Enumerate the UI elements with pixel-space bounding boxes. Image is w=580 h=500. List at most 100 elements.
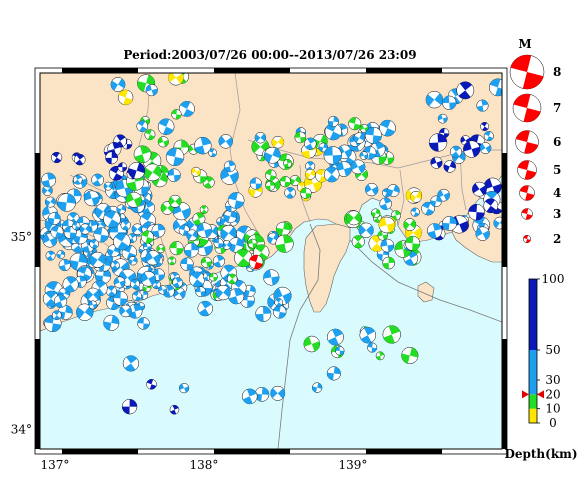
mechanism-beachball: [130, 279, 140, 289]
mechanism-beachball: [83, 190, 100, 207]
mechanism-beachball: [346, 210, 362, 226]
mechanism-beachball: [116, 204, 127, 215]
mechanism-beachball: [146, 379, 157, 390]
mechanism-beachball: [311, 382, 323, 393]
mechanism-beachball: [218, 134, 233, 149]
mechanism-beachball: [450, 145, 462, 158]
mechanism-beachball: [178, 382, 190, 394]
depth-tick-label: 0: [549, 416, 557, 430]
main-event-beachball: [248, 254, 264, 270]
mechanism-beachball: [168, 194, 182, 208]
mechanism-beachball: [323, 146, 342, 165]
mechanism-beachball: [382, 256, 396, 270]
mechanism-beachball: [359, 151, 369, 160]
mechanism-beachball: [110, 77, 126, 92]
mechanism-beachball: [71, 221, 81, 231]
mechanism-beachball: [480, 121, 490, 131]
mechanism-beachball: [103, 181, 113, 191]
mechanism-beachball: [375, 351, 385, 361]
mechanism-beachball: [275, 221, 291, 237]
mechanism-beachball: [74, 153, 86, 166]
mechanism-beachball: [228, 288, 245, 305]
longitude-label: 139°: [339, 458, 368, 472]
depth-band: [529, 408, 537, 423]
magnitude-legend-label: 5: [553, 163, 561, 177]
mechanism-beachball: [255, 305, 272, 322]
frame-band-top: [214, 68, 290, 73]
mechanism-beachball: [186, 229, 199, 242]
mechanism-beachball: [234, 248, 253, 268]
earthquake-mechanisms: [40, 73, 502, 415]
mechanism-beachball: [172, 277, 184, 288]
mechanism-beachball: [140, 230, 154, 244]
mechanism-beachball: [223, 160, 236, 173]
mechanism-beachball: [472, 181, 487, 197]
mechanism-beachball: [50, 225, 64, 239]
mechanism-beachball: [57, 304, 73, 320]
depth-marker-right: [537, 390, 544, 399]
mechanism-beachball: [56, 250, 66, 259]
mechanism-beachball: [223, 209, 237, 224]
frame-band-left: [35, 339, 40, 449]
mechanism-beachball: [73, 175, 83, 185]
mechanism-beachball: [326, 366, 341, 381]
mechanism-beachball: [430, 156, 443, 169]
mechanism-beachball: [143, 163, 162, 182]
mechanism-beachball: [294, 131, 307, 144]
mechanism-beachball: [199, 205, 209, 214]
mechanism-beachball: [113, 232, 131, 251]
depth-scale-outline: [528, 278, 538, 424]
mechanism-beachball: [410, 190, 422, 203]
mechanism-beachball: [380, 238, 395, 253]
mechanism-beachball: [79, 223, 91, 235]
magnitude-legend-ball: [517, 160, 537, 180]
mechanism-beachball: [51, 310, 62, 321]
mechanism-beachball: [76, 303, 94, 321]
mechanism-beachball: [195, 286, 206, 298]
depth-tick-label: 10: [545, 402, 560, 416]
mechanism-beachball: [113, 290, 128, 306]
mechanism-beachball: [119, 304, 132, 318]
mechanism-beachball: [190, 166, 201, 177]
depth-tick-label: 20: [545, 387, 560, 401]
mechanism-beachball: [289, 175, 301, 187]
mechanism-beachball: [157, 136, 169, 148]
mechanism-beachball: [382, 325, 401, 344]
longitude-label: 137°: [40, 458, 69, 472]
mechanism-beachball: [169, 404, 180, 415]
mechanism-beachball: [200, 256, 212, 268]
mechanism-beachball: [93, 227, 109, 243]
magnitude-legend-ball: [512, 93, 542, 123]
mechanism-beachball: [189, 271, 205, 288]
depth-band: [529, 394, 537, 409]
mechanism-beachball: [110, 260, 120, 270]
depth-band: [529, 350, 537, 395]
mechanism-beachball: [117, 162, 128, 172]
latitude-labels: 35° 34°: [11, 230, 32, 437]
mechanism-beachball: [180, 257, 194, 271]
mechanism-beachball: [156, 244, 166, 254]
mechanism-beachball: [51, 151, 63, 164]
mechanism-beachball: [213, 238, 224, 249]
mechanism-beachball: [208, 148, 217, 158]
mechanism-beachball: [220, 166, 239, 185]
mechanism-beachball: [131, 223, 144, 236]
mechanism-beachball: [348, 117, 362, 131]
mechanism-beachball: [300, 187, 312, 199]
mechanism-beachball: [270, 385, 286, 401]
magnitude-legend-label: 6: [553, 135, 561, 149]
mechanism-beachball: [196, 222, 213, 238]
longitude-label: 138°: [189, 458, 218, 472]
mechanism-beachball: [131, 291, 143, 302]
magnitude-legend-ball: [521, 208, 533, 220]
mechanism-beachball: [279, 176, 291, 188]
mechanism-beachball: [263, 146, 281, 164]
map-frame: [34, 67, 508, 455]
magnitude-legend-ball: [522, 234, 532, 244]
mechanism-beachball: [247, 238, 258, 249]
mechanism-beachball: [125, 191, 142, 208]
mechanism-beachball: [323, 166, 340, 183]
mechanism-beachball: [254, 131, 267, 144]
